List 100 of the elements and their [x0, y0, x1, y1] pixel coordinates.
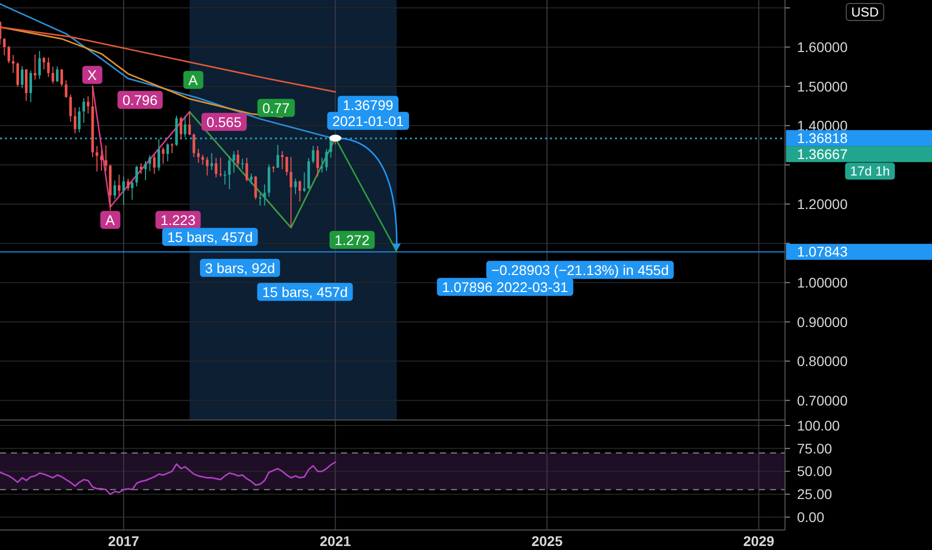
- candlestick: [250, 172, 253, 185]
- annotation: 15 bars, 457d: [262, 284, 348, 300]
- candlestick: [285, 156, 288, 176]
- candlestick: [197, 148, 200, 164]
- y-tick-label: 1.20000: [797, 196, 848, 212]
- annotation: 0.796: [122, 92, 158, 108]
- candlestick: [74, 107, 76, 134]
- y-tick-label: 0.70000: [797, 392, 848, 408]
- candlestick: [148, 154, 152, 172]
- annotation: 1.223: [160, 212, 196, 228]
- ref-line-label: 1.07843: [797, 244, 848, 260]
- candlestick: [316, 146, 319, 178]
- candlestick: [16, 62, 19, 88]
- candlestick: [245, 157, 248, 182]
- annotation: −0.28903 (−21.13%) in 455d: [491, 262, 669, 278]
- candlestick: [3, 38, 6, 56]
- candlestick: [320, 157, 324, 174]
- candlestick: [201, 154, 204, 166]
- candlestick: [78, 106, 81, 133]
- candlestick: [290, 156, 292, 228]
- candlestick: [60, 68, 64, 87]
- ref-line-label: 1.36667: [797, 146, 848, 162]
- candlestick: [258, 193, 262, 206]
- candlestick: [86, 96, 90, 114]
- annotation: A: [105, 212, 116, 228]
- candlestick: [241, 158, 244, 170]
- candlestick: [12, 54, 14, 74]
- candlestick: [52, 66, 54, 84]
- x-tick-label: 2017: [108, 532, 140, 549]
- candlestick: [298, 180, 302, 202]
- annotation: A: [188, 72, 198, 88]
- candlestick: [20, 65, 24, 89]
- annotation: 0.565: [206, 114, 242, 130]
- candlestick: [276, 144, 280, 168]
- candlestick: [232, 150, 236, 174]
- candlestick: [34, 54, 36, 80]
- line-series: [0, 461, 336, 495]
- y-tick-label: 50.00: [797, 463, 832, 480]
- candlestick: [122, 176, 125, 206]
- candlestick: [206, 156, 209, 176]
- text: 17d 1h: [850, 164, 890, 179]
- candlestick: [56, 66, 59, 83]
- candlestick: [24, 68, 28, 102]
- candlestick: [29, 70, 32, 103]
- candlestick: [135, 165, 138, 187]
- annotation: 2021-01-01: [332, 112, 404, 129]
- candlestick: [82, 98, 86, 124]
- candlestick: [104, 144, 108, 172]
- candlestick: [158, 138, 160, 172]
- annotation: 1.07896 2022-03-31: [442, 278, 568, 295]
- candlestick: [144, 160, 147, 181]
- y-tick-label: 1.00000: [797, 274, 848, 291]
- candlestick: [312, 146, 314, 164]
- candlestick: [118, 174, 120, 196]
- candlestick: [180, 116, 182, 140]
- annotation: 0.77: [262, 100, 290, 116]
- candlestick: [228, 156, 231, 190]
- candlestick: [192, 132, 196, 158]
- annotation: 15 bars, 457d: [167, 228, 253, 245]
- candlestick: [113, 180, 116, 200]
- x-tick-label: 2021: [320, 532, 352, 549]
- candlestick: [96, 146, 98, 172]
- candlestick: [140, 162, 142, 174]
- y-tick-label: 100.00: [797, 417, 840, 434]
- candlestick: [166, 142, 169, 162]
- x-tick-label: 2025: [531, 532, 563, 549]
- annotation: 1.36799: [342, 96, 394, 113]
- candlestick: [130, 180, 134, 200]
- x-tick-label: 2029: [743, 532, 775, 549]
- candlestick: [280, 150, 284, 170]
- candlestick: [170, 142, 174, 154]
- y-tick-label: 1.50000: [797, 78, 848, 94]
- candlestick: [47, 56, 50, 78]
- candlestick: [64, 80, 68, 98]
- candlestick: [8, 45, 10, 64]
- annotation: 1.272: [334, 232, 370, 248]
- y-tick-label: 25.00: [797, 486, 832, 502]
- y-tick-label: 0.00: [797, 509, 824, 526]
- candlestick: [126, 178, 130, 192]
- candlestick: [303, 172, 306, 192]
- annotation: X: [87, 66, 98, 83]
- annotation: 3 bars, 92d: [204, 260, 276, 276]
- candlestick: [325, 148, 328, 172]
- candlestick: [294, 178, 297, 195]
- candlestick: [153, 154, 156, 174]
- candlestick: [162, 146, 164, 164]
- candlestick: [42, 56, 46, 70]
- candlestick: [254, 175, 257, 200]
- y-tick-label: 0.80000: [797, 353, 848, 370]
- candlestick: [224, 170, 226, 185]
- text: USD: [851, 4, 879, 20]
- candlestick: [69, 94, 72, 122]
- candlestick: [263, 184, 266, 206]
- y-tick-label: 75.00: [797, 440, 832, 456]
- y-tick-label: 0.90000: [797, 314, 848, 330]
- candlestick: [236, 149, 240, 167]
- y-tick-label: 1.60000: [797, 39, 848, 56]
- candlestick: [188, 110, 191, 136]
- candlestick: [38, 50, 41, 80]
- candlestick: [214, 157, 218, 178]
